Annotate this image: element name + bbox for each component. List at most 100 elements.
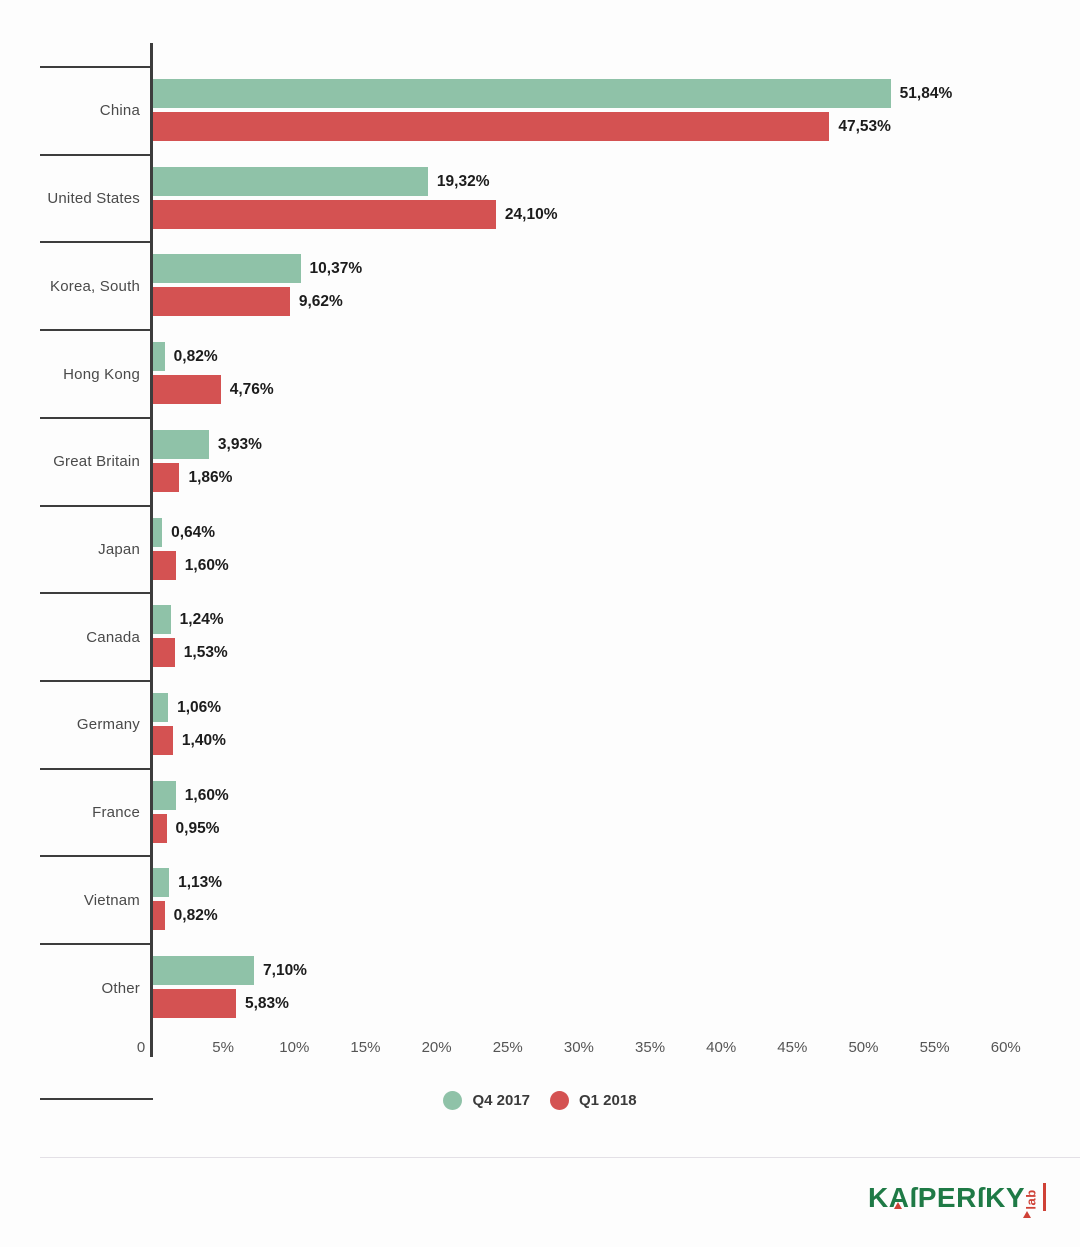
bar-q4-2017 xyxy=(153,605,171,635)
bar-q1-2018 xyxy=(153,638,175,668)
bar-q1-2018 xyxy=(153,813,167,843)
bar-value-label: 0,82% xyxy=(173,348,218,366)
bar-q1-2018 xyxy=(153,726,173,756)
bar-q4-2017 xyxy=(153,429,209,459)
bar-q1-2018 xyxy=(153,287,290,317)
y-axis-line xyxy=(150,43,153,1057)
category-label: China xyxy=(99,102,140,120)
bar-q1-2018 xyxy=(153,901,165,931)
category-separator-line xyxy=(40,241,153,244)
kaspersky-wordmark-text: KAſPERſKY xyxy=(868,1182,1025,1213)
category-separator-line xyxy=(40,329,153,332)
category-row: Other 7,10% 5,83% xyxy=(0,943,1080,1032)
legend-item: Q4 2017 xyxy=(443,1091,530,1110)
category-label: France xyxy=(92,804,140,822)
x-tick-label: 5% xyxy=(212,1039,234,1056)
category-row: United States 19,32% 24,10% xyxy=(0,153,1080,243)
bar-q4-2017 xyxy=(153,780,176,810)
category-row: Vietnam 1,13% 0,82% xyxy=(0,855,1080,944)
category-row: Canada 1,24% 1,53% xyxy=(0,592,1080,681)
bar-value-label: 51,84% xyxy=(899,85,953,102)
x-tick-label: 35% xyxy=(635,1039,666,1056)
bar-q1-2018 xyxy=(153,375,221,405)
category-separator-line xyxy=(40,680,153,683)
x-tick-label: 0 xyxy=(136,1039,146,1056)
bar-value-label: 19,32% xyxy=(436,172,490,190)
legend-dot-icon xyxy=(550,1091,569,1110)
x-tick-label: 25% xyxy=(492,1039,523,1056)
x-tick-label: 40% xyxy=(706,1039,737,1056)
bar-q4-2017 xyxy=(153,166,428,196)
kaspersky-lab-logo: KAſPERſKY lab xyxy=(868,1182,1046,1218)
x-tick-label: 10% xyxy=(279,1039,310,1056)
category-separator-line xyxy=(40,416,153,419)
category-label: Canada xyxy=(86,628,140,646)
category-separator-line xyxy=(40,66,153,68)
bar-q4-2017 xyxy=(153,517,163,547)
bar-value-label: 0,82% xyxy=(173,907,218,925)
x-tick-label: 55% xyxy=(919,1039,950,1056)
legend-dot-icon xyxy=(443,1091,463,1110)
bar-value-label: 47,53% xyxy=(838,118,891,135)
legend-label: Q1 2018 xyxy=(579,1092,637,1109)
bar-value-label: 4,76% xyxy=(229,381,274,399)
category-label: Japan xyxy=(98,540,140,558)
category-separator-line xyxy=(40,767,153,770)
bar-q1-2018 xyxy=(153,550,176,580)
bar-value-label: 0,95% xyxy=(175,819,220,837)
category-separator-line xyxy=(40,153,153,156)
bar-value-label: 1,86% xyxy=(188,468,233,486)
lab-underline-bar xyxy=(1043,1183,1046,1211)
category-label: Other xyxy=(101,979,140,997)
category-label: United States xyxy=(47,190,140,208)
category-separator-line xyxy=(40,1098,153,1100)
bar-value-label: 1,40% xyxy=(181,732,226,750)
bar-value-label: 1,06% xyxy=(177,699,222,717)
category-label: Vietnam xyxy=(83,891,140,909)
bar-q4-2017 xyxy=(153,868,170,898)
x-tick-label: 45% xyxy=(777,1039,808,1056)
bar-value-label: 24,10% xyxy=(504,205,558,223)
bar-q1-2018 xyxy=(153,112,830,141)
footer-divider xyxy=(40,1157,1080,1158)
x-tick-label: 50% xyxy=(848,1039,879,1056)
category-row: Korea, South 10,37% 9,62% xyxy=(0,241,1080,330)
category-label: Hong Kong xyxy=(63,365,140,383)
bar-value-label: 1,60% xyxy=(184,786,229,804)
category-row: Japan 0,64% 1,60% xyxy=(0,504,1080,594)
category-label: Korea, South xyxy=(50,277,140,295)
category-separator-line xyxy=(40,592,153,595)
bar-q4-2017 xyxy=(153,254,301,284)
lab-mark: lab xyxy=(1023,1183,1046,1218)
bar-value-label: 1,53% xyxy=(183,644,228,662)
chart-legend: Q4 2017 Q1 2018 xyxy=(0,1091,1080,1110)
kaspersky-wordmark: KAſPERſKY xyxy=(868,1182,1025,1214)
bar-value-label: 1,60% xyxy=(184,556,229,574)
x-tick-label: 60% xyxy=(990,1039,1021,1056)
category-row: Hong Kong 0,82% 4,76% xyxy=(0,329,1080,418)
x-tick-label: 20% xyxy=(421,1039,452,1056)
lab-text: lab xyxy=(1023,1189,1039,1210)
bar-value-label: 10,37% xyxy=(309,260,363,278)
category-row: France 1,60% 0,95% xyxy=(0,767,1080,857)
x-axis-tick-labels: 0 5% 10% 15% 20% 25% 30% 35% 40% 45% 50% 55% 60% xyxy=(0,1039,1080,1059)
bar-value-label: 1,24% xyxy=(179,611,224,629)
bar-value-label: 5,83% xyxy=(244,995,289,1013)
bar-value-label: 7,10% xyxy=(263,962,307,980)
category-label: Great Britain xyxy=(53,453,140,471)
bar-value-label: 0,64% xyxy=(171,523,216,541)
category-separator-line xyxy=(40,855,153,858)
category-separator-line xyxy=(40,504,153,507)
category-label: Germany xyxy=(76,716,140,734)
bar-q4-2017 xyxy=(153,79,891,108)
category-separator-line xyxy=(40,943,153,946)
bar-q4-2017 xyxy=(153,956,255,986)
x-tick-label: 30% xyxy=(563,1039,594,1056)
bar-value-label: 9,62% xyxy=(298,293,343,311)
bar-value-label: 1,13% xyxy=(178,874,223,892)
bar-q1-2018 xyxy=(153,199,496,229)
red-triangle-icon xyxy=(1023,1211,1031,1218)
bar-q4-2017 xyxy=(153,693,169,723)
bar-q4-2017 xyxy=(153,342,165,372)
